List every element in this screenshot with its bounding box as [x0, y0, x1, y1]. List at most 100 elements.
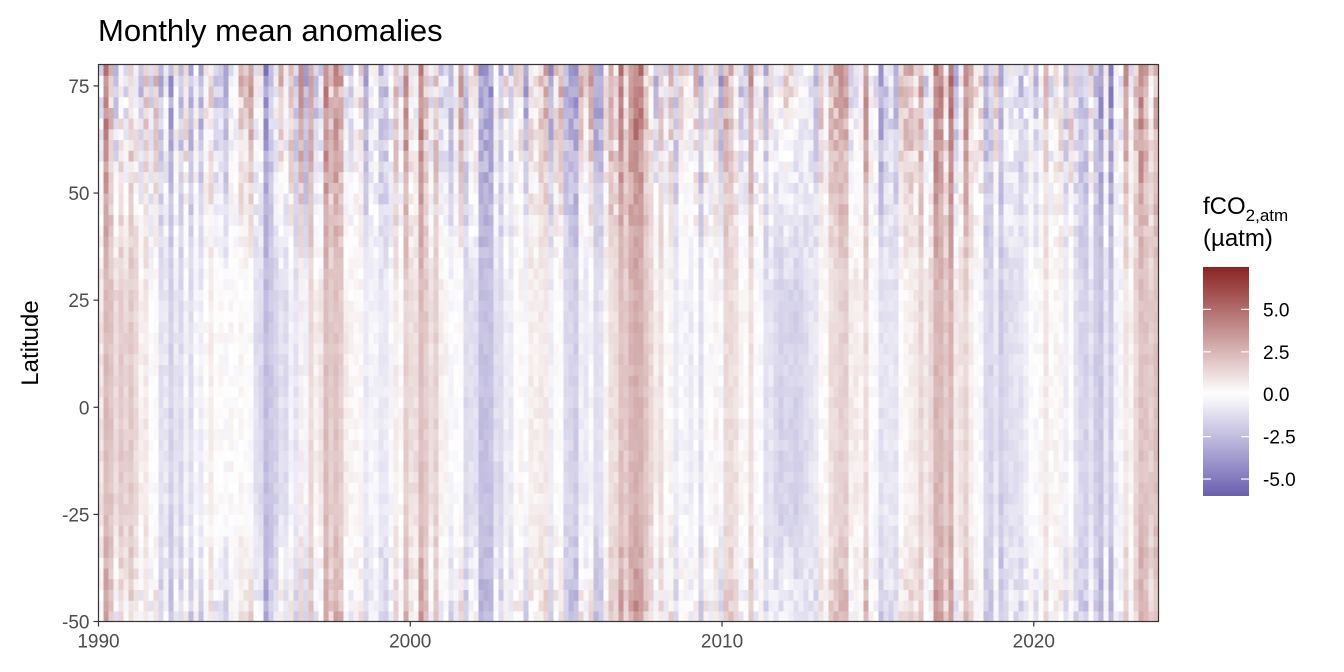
heatmap-cell [128, 514, 135, 526]
heatmap-cell [298, 203, 305, 216]
heatmap-cell [328, 610, 335, 623]
heatmap-cell [528, 118, 535, 130]
heatmap-cell [553, 343, 560, 355]
heatmap-cell [428, 385, 435, 398]
heatmap-cell [158, 450, 165, 462]
heatmap-cell [163, 600, 170, 612]
heatmap-cell [288, 107, 295, 119]
heatmap-cell [348, 417, 355, 430]
heatmap-cell [353, 417, 360, 430]
heatmap-cell [178, 214, 185, 226]
heatmap-cell [133, 460, 140, 473]
heatmap-cell [198, 525, 205, 537]
heatmap-cell [293, 225, 300, 237]
heatmap-cell [218, 578, 225, 590]
heatmap-cell [163, 300, 170, 312]
heatmap-cell [178, 193, 185, 205]
heatmap-cell [438, 257, 445, 269]
heatmap-cell [538, 535, 545, 548]
heatmap-cell [373, 353, 380, 366]
heatmap-cell [568, 557, 575, 569]
heatmap-cell [348, 150, 355, 162]
heatmap-cell [508, 364, 515, 376]
heatmap-cell [213, 214, 220, 226]
heatmap-cell [103, 64, 110, 76]
heatmap-cell [108, 160, 115, 173]
heatmap-cell [293, 268, 300, 280]
heatmap-cell [328, 171, 335, 183]
heatmap-cell [178, 482, 185, 494]
heatmap-cell [128, 64, 135, 76]
heatmap-cell [203, 278, 210, 291]
heatmap-cell [153, 503, 160, 515]
heatmap-cell [568, 375, 575, 387]
heatmap-cell [553, 257, 560, 269]
heatmap-cell [258, 396, 265, 408]
heatmap-cell [513, 439, 520, 451]
heatmap-cell [223, 578, 230, 590]
heatmap-cell [158, 471, 165, 483]
heatmap-cell [503, 182, 510, 194]
heatmap-cell [443, 289, 450, 301]
heatmap-cell [253, 107, 260, 119]
heatmap-cell [498, 225, 505, 237]
heatmap-cell [413, 107, 420, 119]
heatmap-cell [283, 64, 290, 76]
heatmap-cell [428, 75, 435, 87]
heatmap-cell [333, 525, 340, 537]
heatmap-cell [573, 557, 580, 569]
heatmap-cell [433, 128, 440, 141]
heatmap-cell [343, 96, 350, 108]
heatmap-cell [353, 439, 360, 451]
heatmap-cell [538, 396, 545, 408]
heatmap-cell [423, 492, 430, 505]
heatmap-cell [243, 150, 250, 162]
heatmap-cell [228, 450, 235, 462]
heatmap-cell [128, 407, 135, 419]
heatmap-cell [383, 535, 390, 548]
heatmap-cell [423, 535, 430, 548]
heatmap-cell [483, 503, 490, 515]
heatmap-cell [553, 289, 560, 301]
heatmap-cell [473, 289, 480, 301]
heatmap-cell [218, 203, 225, 216]
heatmap-cell [113, 278, 120, 291]
heatmap-cell [213, 235, 220, 248]
heatmap-cell [138, 214, 145, 226]
heatmap-cell [158, 396, 165, 408]
heatmap-cell [488, 546, 495, 558]
heatmap-cell [548, 460, 555, 473]
heatmap-cell [118, 610, 125, 623]
heatmap-cell [248, 417, 255, 430]
heatmap-cell [488, 139, 495, 151]
heatmap-cell [183, 353, 190, 366]
heatmap-cell [473, 139, 480, 151]
heatmap-cell [288, 203, 295, 216]
heatmap-cell [258, 139, 265, 151]
heatmap-cell [478, 353, 485, 366]
heatmap-cell [558, 492, 565, 505]
heatmap-cell [443, 139, 450, 151]
heatmap-cell [373, 460, 380, 473]
heatmap-cell [553, 450, 560, 462]
heatmap-cell [188, 471, 195, 483]
heatmap-cell [533, 407, 540, 419]
heatmap-cell [508, 578, 515, 590]
heatmap-cell [558, 385, 565, 398]
heatmap-cell [443, 182, 450, 194]
heatmap-cell [263, 278, 270, 291]
heatmap-cell [193, 96, 200, 108]
heatmap-cell [113, 182, 120, 194]
heatmap-cell [228, 503, 235, 515]
heatmap-cell [333, 375, 340, 387]
heatmap-cell [318, 407, 325, 419]
heatmap-cell [298, 160, 305, 173]
heatmap-cell [193, 235, 200, 248]
heatmap-cell [368, 514, 375, 526]
heatmap-cell [448, 525, 455, 537]
heatmap-cell [553, 589, 560, 601]
heatmap-cell [313, 268, 320, 280]
heatmap-cell [493, 503, 500, 515]
heatmap-cell [433, 139, 440, 151]
heatmap-cell [288, 150, 295, 162]
